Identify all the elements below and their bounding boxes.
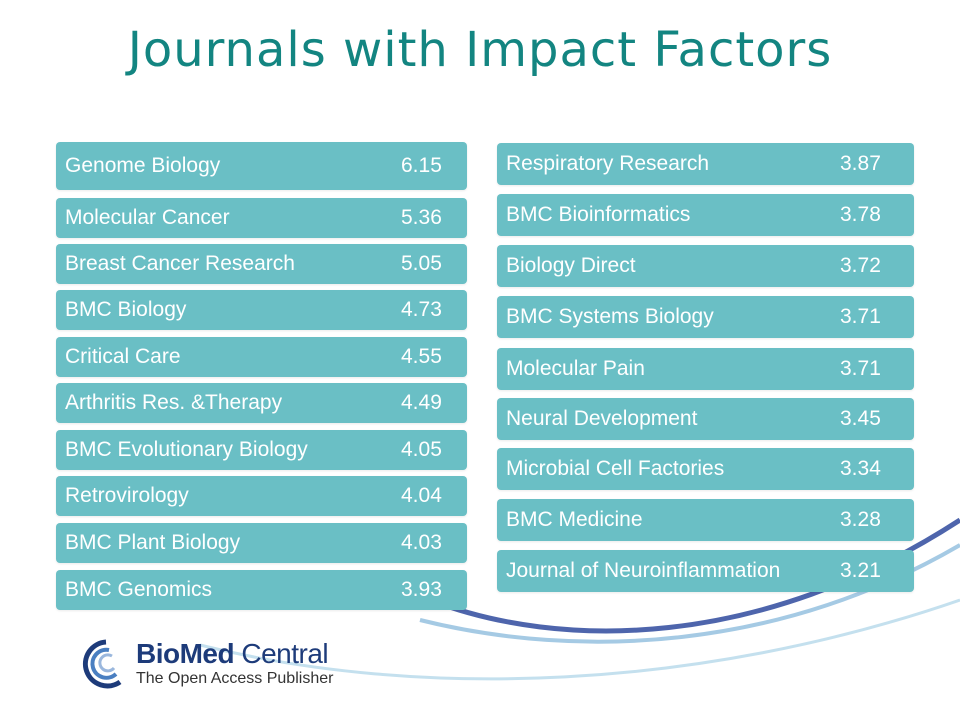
journal-name: BMC Evolutionary Biology <box>65 438 308 461</box>
journal-name: Biology Direct <box>506 254 636 277</box>
journal-name: Microbial Cell Factories <box>506 457 725 480</box>
logo-brand-regular: Central <box>234 638 329 669</box>
journal-row: Biology Direct 3.72 <box>497 245 914 287</box>
journal-name: BMC Systems Biology <box>506 305 714 328</box>
impact-factor: 3.72 <box>840 254 881 277</box>
impact-factor: 4.05 <box>401 438 442 461</box>
journal-row: BMC Biology 4.73 <box>56 290 467 330</box>
journal-row: BMC Systems Biology 3.71 <box>497 296 914 338</box>
journal-name: Neural Development <box>506 407 698 430</box>
impact-factor: 5.05 <box>401 252 442 275</box>
journal-name: BMC Plant Biology <box>65 531 241 554</box>
impact-factor: 3.93 <box>401 578 442 601</box>
impact-factor: 3.87 <box>840 152 881 175</box>
journal-row: Genome Biology 6.15 <box>56 142 467 190</box>
journal-row: Microbial Cell Factories 3.34 <box>497 448 914 490</box>
journal-row: Retrovirology 4.04 <box>56 476 467 516</box>
impact-factor: 4.04 <box>401 484 442 507</box>
logo-tagline: The Open Access Publisher <box>136 670 334 687</box>
impact-factor: 3.28 <box>840 508 881 531</box>
journal-row: BMC Plant Biology 4.03 <box>56 523 467 563</box>
impact-factor: 3.71 <box>840 357 881 380</box>
journal-row: BMC Medicine 3.28 <box>497 499 914 541</box>
impact-factor: 6.15 <box>401 154 442 177</box>
impact-factor: 3.78 <box>840 203 881 226</box>
slide-title: Journals with Impact Factors <box>127 22 833 78</box>
journal-row: Arthritis Res. &Therapy 4.49 <box>56 383 467 423</box>
impact-factor: 3.21 <box>840 559 881 582</box>
journal-row: Molecular Cancer 5.36 <box>56 198 467 238</box>
logo-brand-text: BioMed Central <box>136 638 329 670</box>
journal-name: Molecular Pain <box>506 357 645 380</box>
impact-factor: 4.03 <box>401 531 442 554</box>
journal-row: BMC Genomics 3.93 <box>56 570 467 610</box>
biomed-central-logo: BioMed Central The Open Access Publisher <box>76 636 336 692</box>
journal-row: Respiratory Research 3.87 <box>497 143 914 185</box>
journal-name: Retrovirology <box>65 484 189 507</box>
impact-factor: 4.55 <box>401 345 442 368</box>
journal-name: Arthritis Res. &Therapy <box>65 391 283 414</box>
journal-name: Breast Cancer Research <box>65 252 295 275</box>
journal-name: BMC Medicine <box>506 508 643 531</box>
journal-name: Genome Biology <box>65 154 221 177</box>
impact-factor: 4.49 <box>401 391 442 414</box>
journal-row: Neural Development 3.45 <box>497 398 914 440</box>
journal-name: BMC Bioinformatics <box>506 203 691 226</box>
journal-name: Journal of Neuroinflammation <box>506 559 781 582</box>
journal-row: BMC Bioinformatics 3.78 <box>497 194 914 236</box>
impact-factor: 5.36 <box>401 206 442 229</box>
journal-row: Journal of Neuroinflammation 3.21 <box>497 550 914 592</box>
impact-factor: 3.71 <box>840 305 881 328</box>
impact-factor: 3.45 <box>840 407 881 430</box>
impact-factor: 4.73 <box>401 298 442 321</box>
journal-name: Critical Care <box>65 345 181 368</box>
biomed-central-logo-icon <box>82 639 122 689</box>
impact-factor: 3.34 <box>840 457 881 480</box>
logo-brand-bold: BioMed <box>136 638 235 669</box>
journal-row: Molecular Pain 3.71 <box>497 348 914 390</box>
journal-name: Molecular Cancer <box>65 206 230 229</box>
journal-name: BMC Genomics <box>65 578 213 601</box>
journal-row: Breast Cancer Research 5.05 <box>56 244 467 284</box>
journal-name: BMC Biology <box>65 298 187 321</box>
journal-row: BMC Evolutionary Biology 4.05 <box>56 430 467 470</box>
journal-row: Critical Care 4.55 <box>56 337 467 377</box>
journal-name: Respiratory Research <box>506 152 710 175</box>
